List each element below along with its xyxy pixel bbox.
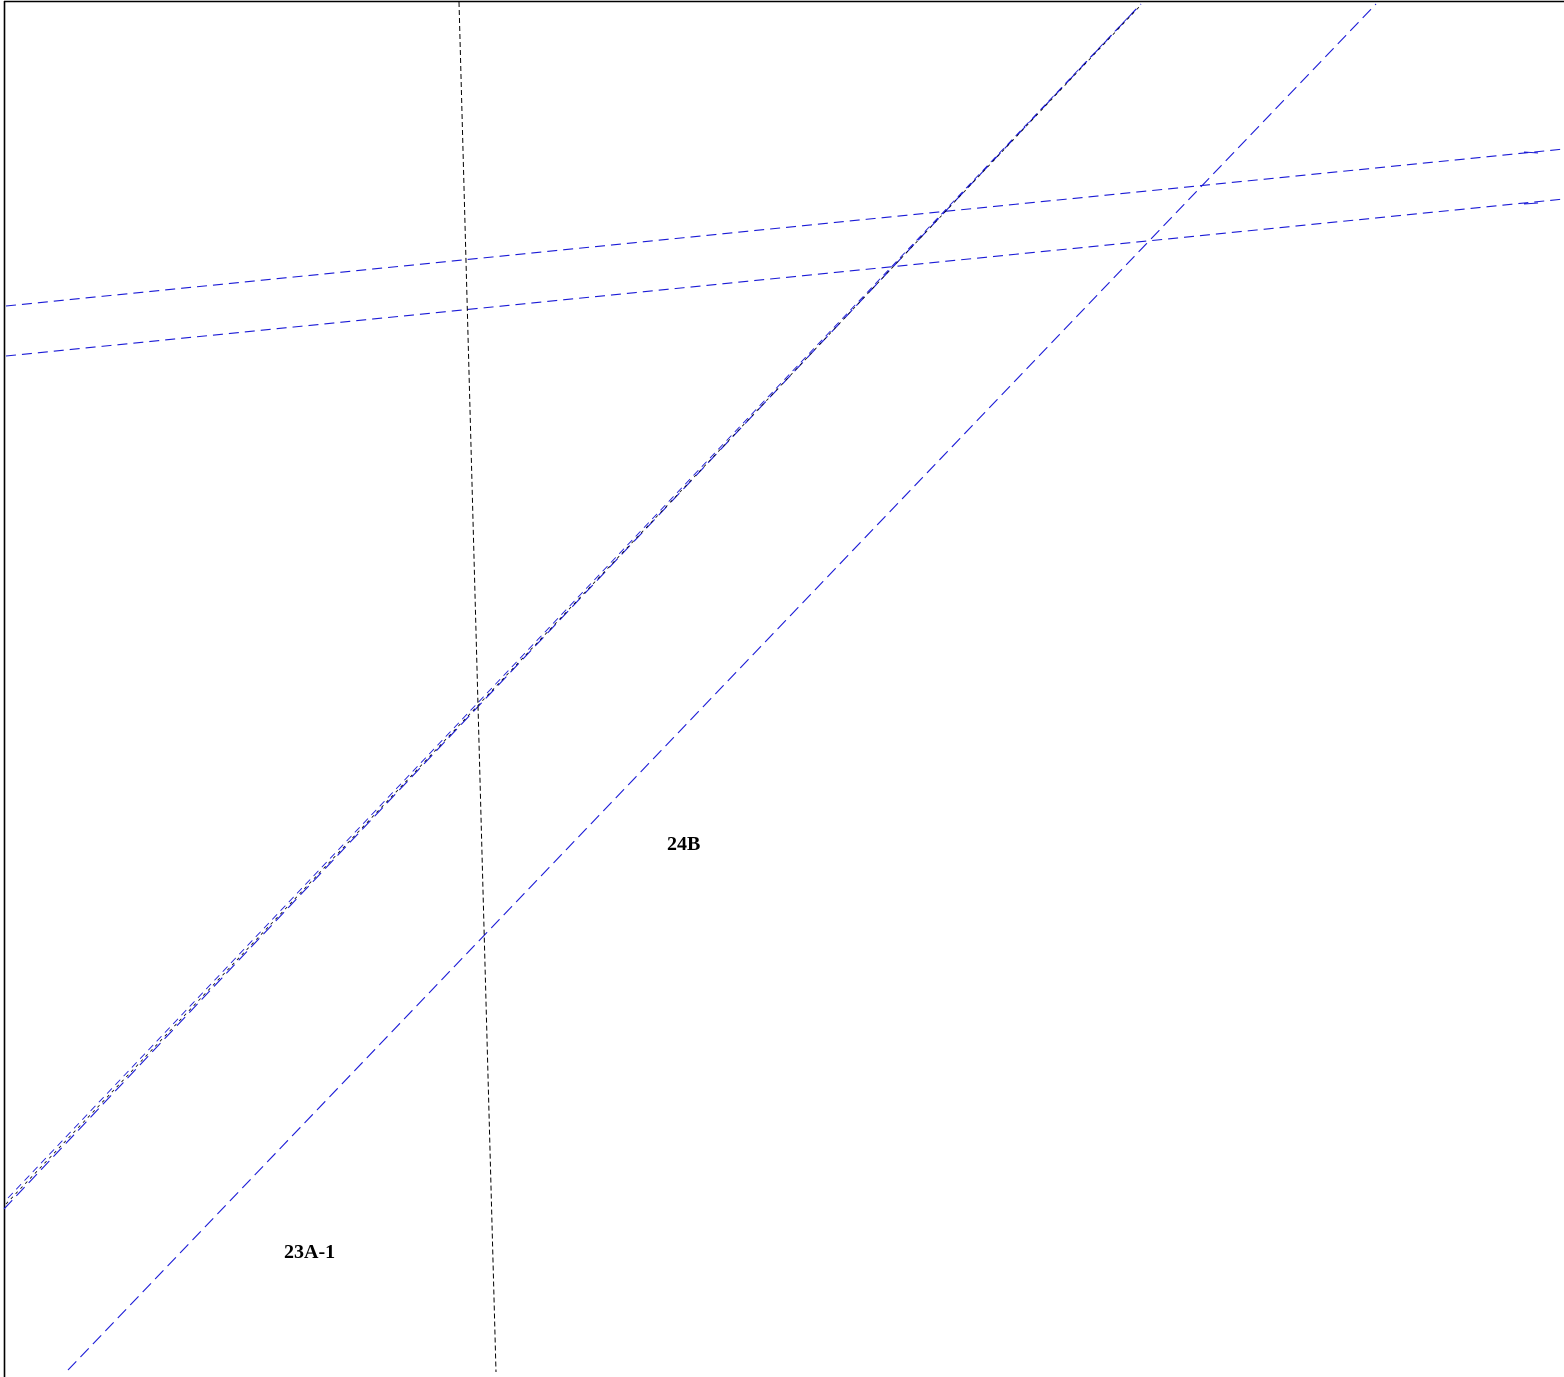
reference-line-vertical — [458, 1, 497, 1373]
boundary-line-upper-horizontal — [5, 148, 1564, 307]
parcel-label-23a-1: 23A-1 — [284, 1241, 335, 1263]
boundary-line-lower-horizontal — [5, 198, 1564, 357]
reference-line-diagonal — [5, 5, 1141, 1205]
boundary-line-diagonal-right — [67, 3, 1377, 1371]
boundary-tick-lower — [1523, 202, 1539, 205]
boundary-tick-upper — [1523, 151, 1539, 154]
parcel-label-24b: 24B — [667, 833, 700, 855]
boundary-line-diagonal-main — [3, 3, 1142, 1210]
boundary-line-diagonal-offset — [7, 7, 1138, 1199]
